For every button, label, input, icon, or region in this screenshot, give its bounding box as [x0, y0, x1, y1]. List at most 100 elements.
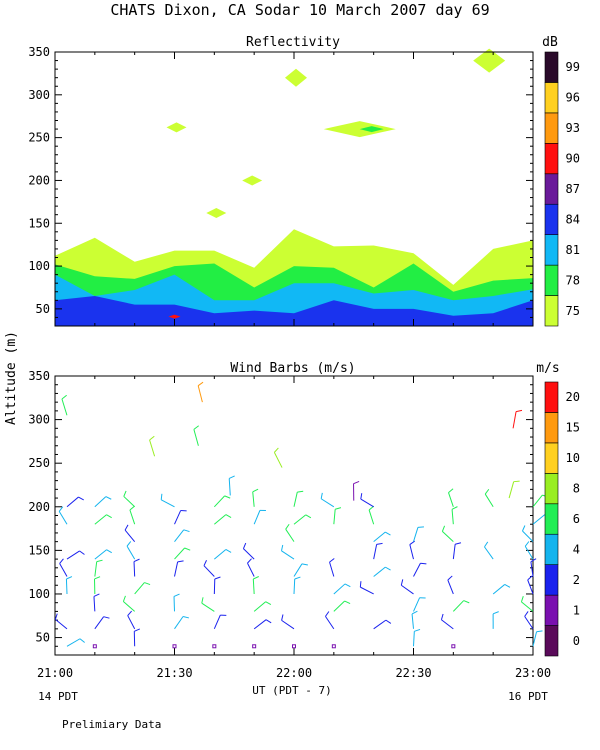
wind-barb-feather	[344, 600, 351, 605]
wind-barb-staff	[65, 578, 68, 594]
wind-barb-feather	[420, 562, 427, 565]
wind-barb-staff	[281, 619, 295, 630]
wind-barb-staff	[123, 601, 135, 612]
wind-barb-feather	[94, 576, 101, 580]
y-tick-label: 50	[36, 302, 50, 316]
wind-barb-feather	[265, 619, 272, 624]
wind-barb-staff	[333, 600, 346, 612]
reflectivity-colorbar-tick-label: 75	[566, 304, 580, 318]
wind-barb-feather	[325, 611, 330, 617]
x-tick-label: 22:00	[276, 666, 312, 680]
wind-colorbar-tick-label: 4	[573, 542, 580, 556]
wind-panel-title: Wind Barbs (m/s)	[230, 361, 355, 376]
wind-barb-feather	[247, 558, 252, 564]
wind-barb-feather	[335, 507, 342, 510]
wind-barb-feather	[515, 409, 523, 413]
wind-barb-staff	[124, 529, 136, 542]
reflectivity-patch	[166, 122, 187, 133]
wind-barb-staff	[329, 562, 335, 577]
wind-barb-feather	[197, 381, 204, 387]
wind-colorbar-segment	[544, 381, 559, 413]
wind-barb-feather	[58, 506, 64, 512]
wind-barb-feather	[359, 581, 362, 588]
wind-barb-staff	[126, 545, 136, 560]
wind-colorbar-tick-label: 20	[566, 390, 580, 404]
y-tick-label: 350	[28, 45, 50, 59]
reflectivity-colorbar-label: dB	[542, 35, 558, 50]
wind-barb-feather	[447, 575, 453, 581]
wind-colorbar-segment	[544, 625, 559, 657]
y-tick-label: 350	[28, 369, 50, 383]
wind-barb-plot: 50 100 150 200 250 300 350 21:00 21:30 22:00 22:30…	[28, 369, 551, 680]
wind-barb-feather	[376, 542, 383, 545]
wind-barb-staff	[133, 561, 136, 577]
wind-barb-staff	[452, 600, 465, 612]
reflectivity-patch	[242, 175, 263, 186]
x-tick-label: 21:30	[156, 666, 192, 680]
wind-barb-feather	[280, 544, 284, 551]
wind-barb-feather	[522, 525, 526, 532]
y-axis-label: Altitude (m)	[4, 331, 19, 425]
wind-barb-staff	[252, 578, 255, 594]
wind-barb-staff	[373, 544, 378, 560]
wind-barb-staff	[508, 481, 515, 499]
wind-barb-staff	[253, 601, 266, 612]
wind-barb-staff	[532, 494, 543, 508]
wind-barb-staff	[149, 439, 156, 457]
wind-barb-feather	[79, 638, 85, 643]
wind-barb-feather	[294, 576, 301, 580]
wind-barb-feather	[530, 558, 537, 563]
wind-barb-staff	[524, 545, 534, 560]
wind-colorbar-segment	[544, 533, 559, 565]
wind-barb-staff	[521, 601, 534, 612]
wind-barb-calm	[331, 644, 336, 649]
wind-barb-staff	[293, 578, 296, 594]
wind-barb-staff	[512, 411, 517, 429]
wind-barb-feather	[124, 524, 129, 531]
wind-barb-staff	[213, 495, 225, 508]
wind-colorbar-segment	[544, 442, 559, 474]
wind-barb-feather	[305, 514, 312, 519]
wind-barb-staff	[129, 509, 136, 525]
reflectivity-colorbar-segment	[544, 51, 559, 83]
wind-barb-staff	[409, 544, 414, 560]
wind-barb-staff	[174, 561, 179, 577]
wind-barb-staff	[94, 616, 105, 630]
x-start-note: 14 PDT	[38, 690, 78, 703]
wind-barb-feather	[225, 514, 232, 518]
wind-barb-staff	[401, 584, 414, 595]
wind-barb-staff	[160, 499, 175, 508]
wind-barb-staff	[368, 509, 375, 525]
wind-barb-feather	[201, 597, 204, 604]
wind-barb-staff	[484, 493, 494, 508]
plot-frame	[54, 375, 534, 656]
wind-barb-feather	[203, 560, 207, 566]
wind-barb-calm	[252, 644, 257, 649]
reflectivity-colorbar-tick-label: 78	[566, 273, 580, 287]
wind-colorbar-segment	[544, 473, 559, 505]
wind-barb-feather	[133, 558, 140, 563]
wind-colorbar-tick-label: 1	[573, 603, 580, 617]
wind-barb-feather	[281, 614, 284, 621]
reflectivity-colorbar-tick-label: 96	[566, 91, 580, 105]
wind-barb-feather	[79, 550, 85, 555]
wind-barb-feather	[285, 523, 290, 530]
wind-barb-staff	[66, 550, 80, 560]
y-tick-label: 150	[28, 216, 50, 230]
wind-barb-feather	[184, 547, 191, 551]
wind-barb-staff	[174, 510, 182, 525]
wind-barb-feather	[411, 610, 418, 615]
y-tick-label: 300	[28, 413, 50, 427]
wind-barb-staff	[532, 631, 538, 647]
wind-barb-staff	[524, 616, 534, 630]
reflectivity-colorbar-segment	[544, 203, 559, 235]
wind-barb-feather	[400, 579, 404, 586]
reflectivity-colorbar-segment	[544, 264, 559, 296]
wind-barb-feather	[106, 549, 112, 554]
wind-barb-feather	[520, 596, 524, 603]
wind-colorbar-tick-label: 0	[573, 634, 580, 648]
wind-barb-feather	[93, 593, 100, 597]
wind-barb-feather	[193, 425, 199, 430]
y-tick-label: 250	[28, 456, 50, 470]
